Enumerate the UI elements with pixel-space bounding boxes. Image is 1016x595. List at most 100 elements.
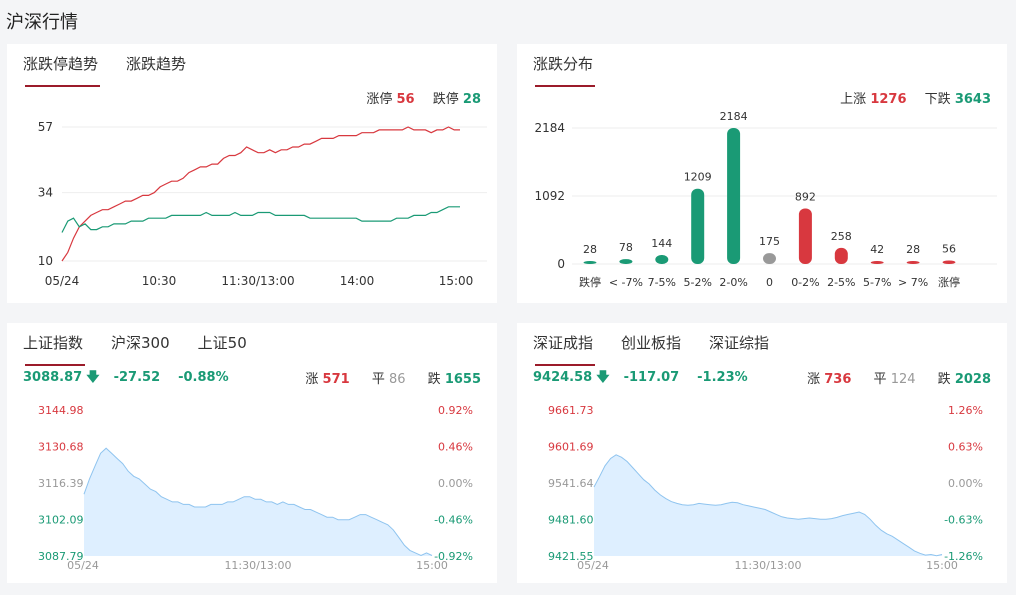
sh-down-label: 跌 [427,372,441,387]
sz-up-label: 涨 [807,372,821,387]
y-tick-label-left: 9421.55 [548,550,594,563]
x-tick-label: 05/24 [45,274,80,288]
bar-value-label: 892 [795,190,816,203]
sz-price: 9424.58 [533,370,593,385]
sz-index-panel: 深证成指 创业板指 深证综指 9424.58 🡇 -117.07 -1.23% 涨 7… [517,323,1007,583]
down-arrow-icon: 🡇 [596,370,610,385]
sh-index-panel: 上证指数 沪深300 上证50 3088.87 🡇 -27.52 -0.88% 涨 5… [7,323,497,583]
rise-count: 1276 [870,92,907,107]
limit-down-count: 28 [462,92,481,107]
limit-counts: 涨停 56 跌停 28 [356,88,481,107]
tab-szse-component[interactable]: 深证成指 [533,332,596,366]
x-tick-label: 15:00 [416,559,448,572]
y-tick-label-right: -0.63% [944,514,983,527]
tab-distribution[interactable]: 涨跌分布 [533,53,596,87]
y-tick-label-right: 0.63% [948,441,983,454]
bar-value-label: 175 [759,235,780,248]
x-tick-label: 14:00 [340,274,375,288]
bar-value-label: 28 [906,243,920,256]
y-tick-label: 10 [38,254,53,268]
bar [870,261,884,264]
bar-value-label: 2184 [720,110,748,123]
sz-up-count: 736 [824,372,852,387]
limit-trend-chart: 10 34 57 05/24 10:30 11:30/13:00 14:00 15:00 [38,120,487,288]
x-tick-label: 跌停 [579,275,601,289]
bar [691,188,705,264]
distribution-panel: 涨跌分布 上涨 1276 下跌 3643 0 1092 2184 28 跌停 78 < -7… [517,44,1007,303]
y-tick-label-right: 0.46% [438,441,473,454]
y-tick-label: 34 [38,186,53,200]
y-tick-label: 1092 [534,189,565,203]
y-tick-label: 2184 [534,121,565,135]
bar-value-label: 258 [831,230,852,243]
x-tick-label: 5-2% [683,276,711,289]
limit-trend-panel: 涨跌停趋势 涨跌趋势 涨停 56 跌停 28 10 34 57 05/24 10:30 1… [7,44,497,303]
y-tick-label: 0 [557,257,565,271]
x-tick-label: 7-5% [648,276,676,289]
page-title: 沪深行情 [6,12,78,33]
x-tick-label: > 7% [898,276,928,289]
y-tick-label-right: 0.00% [948,477,983,490]
series-line [61,206,460,233]
tab-rise-fall-trend[interactable]: 涨跌趋势 [126,55,187,73]
sz-index-chart: 9661.73 1.26% 9601.69 0.63% 9541.64 0.00% 9481… [548,404,983,572]
tab-chinext[interactable]: 创业板指 [621,334,682,352]
sz-flat-count: 124 [890,372,916,387]
limit-up-label: 涨停 [366,92,393,107]
y-tick-label-right: -0.92% [434,550,473,563]
x-tick-label: < -7% [609,276,643,289]
bar-value-label: 28 [583,243,597,256]
area-line [83,447,433,557]
sh-change: -27.52 [113,370,161,385]
tab-szse-composite[interactable]: 深证综指 [709,334,770,352]
sz-quote-row: 9424.58 🡇 -117.07 -1.23% 涨 736 平 124 跌 2028 [533,368,991,387]
y-tick-label-right: -0.46% [434,514,473,527]
bar [655,255,669,264]
fall-label: 下跌 [924,92,951,107]
bar [942,260,956,264]
bar-value-label: 56 [942,243,956,256]
bar [583,261,597,264]
limit-up-count: 56 [396,92,415,107]
down-arrow-icon: 🡇 [86,370,100,385]
limit-trend-tabs: 涨跌停趋势 涨跌趋势 [23,53,214,87]
y-tick-label-left: 9541.64 [548,477,594,490]
limit-down-label: 跌停 [432,92,459,107]
y-tick-label-left: 3130.68 [38,441,84,454]
tab-sse-composite[interactable]: 上证指数 [23,332,86,366]
tab-limit-trend[interactable]: 涨跌停趋势 [23,53,101,87]
sh-up-count: 571 [322,372,350,387]
x-tick-label: 涨停 [938,275,960,289]
x-tick-label: 11:30/13:00 [224,559,291,572]
tab-csi300[interactable]: 沪深300 [111,334,170,352]
x-tick-label: 05/24 [577,559,609,572]
rise-label: 上涨 [840,92,867,107]
x-tick-label: 15:00 [926,559,958,572]
sh-change-pct: -0.88% [178,370,229,385]
sh-price: 3088.87 [23,370,83,385]
sz-down-label: 跌 [937,372,951,387]
x-tick-label: 0 [766,276,773,289]
distribution-tabs: 涨跌分布 [533,53,621,87]
bar-value-label: 78 [619,241,633,254]
y-tick-label-left: 3116.39 [38,477,84,490]
bar [798,208,812,264]
bar [763,253,776,264]
sz-down-count: 2028 [954,372,991,387]
y-tick-label-left: 3102.09 [38,514,84,527]
area-fill [84,448,432,556]
sz-change: -117.07 [623,370,680,385]
bar [727,128,741,264]
sh-down-count: 1655 [444,372,481,387]
x-tick-label: 2-5% [827,276,855,289]
bar [619,259,633,264]
y-tick-label: 57 [38,120,53,134]
bar [906,261,920,264]
sh-flat-count: 86 [388,372,406,387]
y-tick-label-right: 0.00% [438,477,473,490]
y-tick-label-right: 0.92% [438,404,473,417]
y-tick-label-left: 3087.79 [38,550,84,563]
bar-value-label: 1209 [684,171,712,184]
tab-sse50[interactable]: 上证50 [197,334,247,352]
bar-value-label: 42 [870,243,884,256]
